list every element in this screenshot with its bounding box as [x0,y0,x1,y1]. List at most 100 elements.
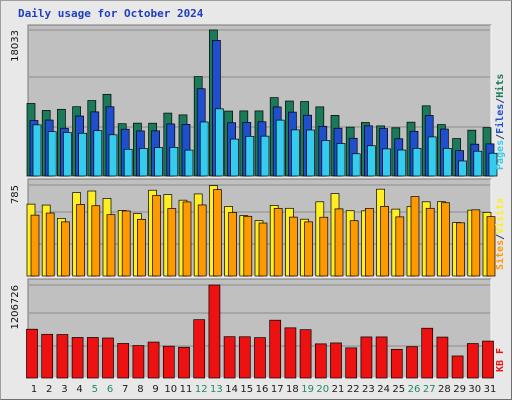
bar-pages [139,148,148,177]
bar-sites [30,214,40,277]
x-tick-label: 8 [137,384,143,395]
bar-sites [106,214,116,277]
bar-sites [410,196,420,277]
bar-pages [123,148,133,177]
bar-pages [412,148,422,177]
bar-pages [260,135,270,177]
bar-pages [397,149,407,177]
bar-sites [137,218,146,277]
bar-kbytes [360,336,373,379]
bar-sites [319,216,329,277]
x-tick-label: 4 [76,384,82,395]
x-tick-label: 25 [392,384,405,395]
series-side-label: Pages/Files/Hits [494,74,506,170]
bar-pages [199,121,209,177]
bar-pages [443,148,452,177]
x-tick-label: 21 [332,384,345,395]
bar-kbytes [102,337,114,379]
bar-pages [78,132,87,177]
bar-sites [258,222,268,277]
x-tick-label: 9 [152,384,158,395]
bar-sites [243,215,253,277]
bar-pages [382,148,391,177]
y-max-label: 785 [10,185,21,204]
y-max-label: 18033 [10,30,21,62]
bar-pages [427,136,437,177]
x-tick-label: 16 [256,384,269,395]
bar-pages [336,143,346,177]
bar-pages [63,132,72,177]
side-label-kbf: KB F [495,348,506,372]
panel-top [26,24,498,177]
bar-kbytes [71,337,84,379]
bar-sites [380,205,389,277]
x-tick-label: 18 [286,384,299,395]
bar-pages [458,160,467,177]
bar-kbytes [86,337,99,379]
x-tick-label: 2 [46,384,52,395]
bar-kbytes [117,343,130,379]
chart-title: Daily usage for October 2024 [18,7,204,20]
bar-kbytes [451,355,464,379]
bar-pages [215,108,224,177]
bar-sites [486,216,496,277]
bar-kbytes [314,343,327,379]
bar-sites [121,210,131,277]
bar-sites [395,216,405,277]
side-label-: / [495,234,506,240]
bar-sites [76,204,85,277]
bar-sites [91,205,101,277]
bar-kbytes [406,346,418,379]
bar-pages [108,134,118,177]
bar-pages [473,150,483,177]
panel-middle [26,178,496,277]
bar-kbytes [254,337,266,379]
bar-kbytes [466,343,479,379]
x-tick-label: 24 [377,384,390,395]
y-max-label: 1206726 [10,285,21,330]
bar-sites [365,208,374,277]
x-tick-label: 7 [122,384,128,395]
bar-sites [273,208,283,277]
x-tick-label: 27 [423,384,436,395]
bar-sites [152,195,161,277]
bar-sites [167,208,177,277]
bar-kbytes [345,347,358,379]
bar-sites [304,221,313,277]
bar-kbytes [41,333,54,379]
side-label-: / [495,98,506,104]
bar-kbytes [193,319,206,379]
bar-sites [197,204,207,277]
bar-sites [425,207,435,277]
bar-pages [291,129,300,177]
bar-pages [184,149,194,177]
bar-pages [47,131,57,177]
bar-sites [61,221,70,277]
bar-pages [169,146,179,177]
bar-kbytes [178,346,190,379]
bar-kbytes [147,341,160,379]
bar-sites [441,202,450,277]
x-tick-label: 30 [468,384,481,395]
side-label-sites: Sites [494,240,506,270]
bar-sites [228,212,237,277]
x-tick-label: 3 [61,384,67,395]
x-tick-label: 15 [240,384,253,395]
series-side-label: Sites/Visits [494,198,506,270]
bar-pages [321,140,331,177]
bar-kbytes [375,336,388,379]
bar-pages [351,153,361,177]
series-side-label: KB F [495,348,506,372]
bar-pages [488,152,498,177]
bar-kbytes [330,342,342,379]
bar-kbytes [299,329,312,379]
bar-pages [230,138,239,177]
x-tick-label: 22 [347,384,360,395]
x-tick-label: 31 [484,384,497,395]
bar-kbytes [208,284,221,379]
bar-kbytes [238,336,251,379]
bar-kbytes [26,328,38,379]
bar-pages [245,135,255,177]
side-label-files: Files [494,104,506,134]
